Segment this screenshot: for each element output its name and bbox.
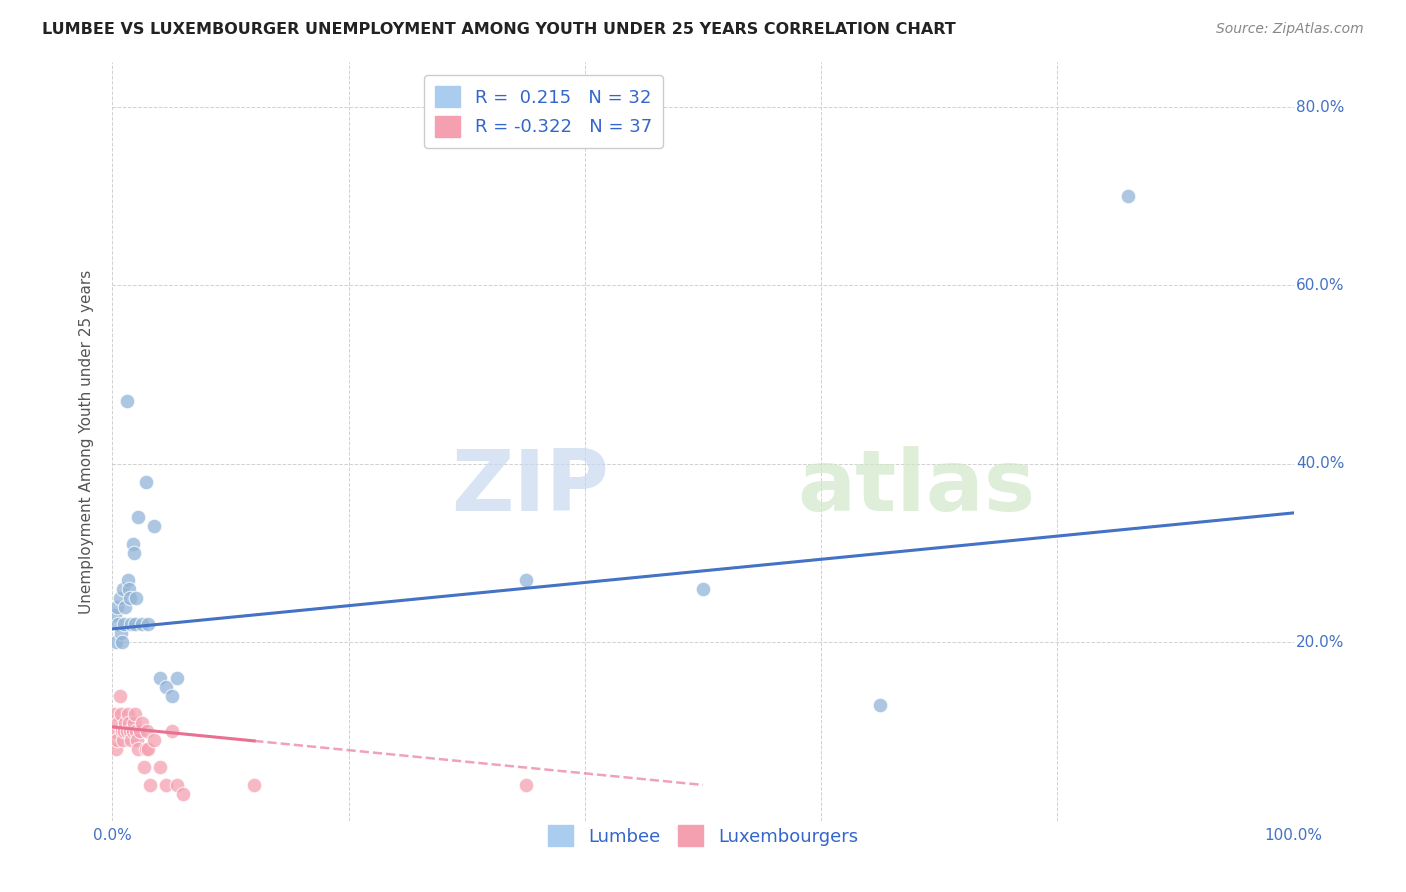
Point [108, 689, 131, 703]
Point [110, 706, 132, 721]
Y-axis label: Unemployment Among Youth under 25 years: Unemployment Among Youth under 25 years [79, 269, 94, 614]
Point [127, 733, 149, 747]
Point [105, 742, 128, 756]
Point [127, 742, 149, 756]
Point [692, 582, 714, 596]
Point [135, 742, 157, 756]
Point [105, 599, 128, 614]
Point [515, 573, 537, 587]
Point [125, 591, 148, 605]
Point [120, 724, 142, 739]
Point [112, 582, 135, 596]
Point [122, 715, 145, 730]
Point [155, 778, 177, 792]
Point [111, 635, 134, 649]
Point [105, 733, 128, 747]
Point [118, 715, 141, 730]
Point [135, 475, 157, 489]
Point [105, 635, 128, 649]
Point [122, 546, 145, 560]
Point [112, 617, 135, 632]
Point [120, 733, 142, 747]
Point [127, 510, 149, 524]
Point [166, 671, 188, 685]
Point [108, 591, 131, 605]
Point [124, 617, 146, 632]
Point [114, 715, 136, 730]
Point [121, 724, 143, 739]
Point [149, 671, 172, 685]
Point [166, 778, 188, 792]
Point [104, 608, 127, 623]
Point [110, 626, 132, 640]
Point [125, 724, 148, 739]
Point [149, 760, 172, 774]
Point [114, 599, 136, 614]
Point [120, 591, 142, 605]
Point [160, 689, 183, 703]
Point [128, 724, 150, 739]
Point [142, 733, 165, 747]
Text: 20.0%: 20.0% [1296, 635, 1344, 649]
Point [134, 760, 156, 774]
Point [118, 582, 141, 596]
Point [117, 706, 139, 721]
Text: atlas: atlas [797, 445, 1036, 529]
Point [107, 617, 129, 632]
Point [142, 519, 165, 533]
Text: ZIP: ZIP [451, 445, 609, 529]
Text: LUMBEE VS LUXEMBOURGER UNEMPLOYMENT AMONG YOUTH UNDER 25 YEARS CORRELATION CHART: LUMBEE VS LUXEMBOURGER UNEMPLOYMENT AMON… [42, 22, 956, 37]
Point [243, 778, 266, 792]
Point [869, 698, 891, 712]
Point [135, 724, 157, 739]
Point [139, 778, 162, 792]
Legend: Lumbee, Luxembourgers: Lumbee, Luxembourgers [541, 818, 865, 854]
Point [515, 778, 537, 792]
Point [111, 724, 134, 739]
Point [172, 787, 194, 801]
Point [136, 742, 159, 756]
Point [124, 706, 146, 721]
Point [103, 706, 125, 721]
Point [120, 617, 142, 632]
Point [112, 733, 135, 747]
Text: Source: ZipAtlas.com: Source: ZipAtlas.com [1216, 22, 1364, 37]
Point [1116, 189, 1139, 203]
Point [112, 724, 135, 739]
Point [155, 680, 177, 694]
Point [117, 573, 139, 587]
Point [107, 715, 129, 730]
Text: 60.0%: 60.0% [1296, 278, 1344, 293]
Point [104, 724, 127, 739]
Point [160, 724, 183, 739]
Point [121, 537, 143, 551]
Point [115, 724, 138, 739]
Point [136, 617, 159, 632]
Text: 80.0%: 80.0% [1296, 100, 1344, 114]
Text: 40.0%: 40.0% [1296, 457, 1344, 471]
Point [131, 617, 153, 632]
Point [131, 715, 153, 730]
Point [115, 394, 138, 409]
